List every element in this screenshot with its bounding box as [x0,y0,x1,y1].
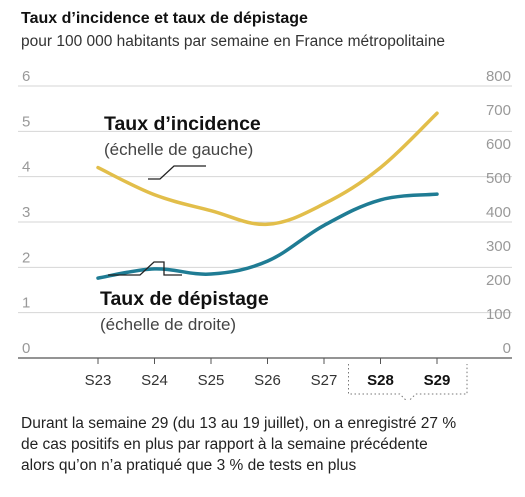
series-label-title: Taux d’incidence [104,113,261,135]
right-tick-label: 800 [486,68,511,85]
right-tick-label: 600 [486,136,511,153]
chart-subtitle: pour 100 000 habitants par semaine en Fr… [21,33,445,50]
series-label-title: Taux de dépistage [100,288,269,310]
series-label-subtitle: (échelle de droite) [100,315,236,334]
legend-marker-depistage [108,261,182,276]
left-tick-label: 4 [22,159,30,176]
x-tick-label: S25 [198,372,225,389]
gridlines [18,85,512,359]
footnote-line: alors qu’on n’a pratiqué que 3 % de test… [21,457,357,474]
footnote-line: Durant la semaine 29 (du 13 au 19 juille… [21,415,457,432]
right-tick-label: 100 [486,306,511,323]
footnote-line: de cas positifs en plus par rapport à la… [21,436,428,453]
right-axis: 0 100 200 300 400 500 600 700 800 [486,68,511,357]
x-tick-label: S28 [367,372,394,389]
right-tick-label: 300 [486,238,511,255]
left-tick-label: 2 [22,249,30,266]
series-line-depistage [96,192,439,280]
legend-marker-incidence [148,165,206,180]
series-line-incidence [96,111,439,227]
right-tick-label: 500 [486,170,511,187]
left-tick-label: 5 [22,113,30,130]
left-tick-label: 6 [22,68,30,85]
left-tick-label: 0 [22,340,30,357]
series-label-subtitle: (échelle de gauche) [104,140,253,159]
right-tick-label: 0 [503,340,511,357]
x-tick-label: S23 [85,372,112,389]
footnote: Durant la semaine 29 (du 13 au 19 juille… [21,413,521,476]
chart-title: Taux d’incidence et taux de dépistage [21,10,308,27]
right-tick-label: 700 [486,102,511,119]
x-tick-label: S24 [141,372,168,389]
right-tick-label: 400 [486,204,511,221]
left-tick-label: 3 [22,204,30,221]
x-tick-label: S26 [254,372,281,389]
x-axis: S23 S24 S25 S26 S27 S28 S29 [85,358,451,389]
x-tick-label: S27 [311,372,338,389]
left-tick-label: 1 [22,295,30,312]
line-chart: 0 1 2 3 4 5 6 0 100 200 300 400 500 600 700 800 S23 S24… [18,68,512,400]
x-tick-label: S29 [424,372,451,389]
series-lines [96,111,439,280]
right-tick-label: 200 [486,272,511,289]
left-axis: 0 1 2 3 4 5 6 [22,68,30,357]
series-labels: Taux d’incidence (échelle de gauche) Taux … [100,113,269,334]
